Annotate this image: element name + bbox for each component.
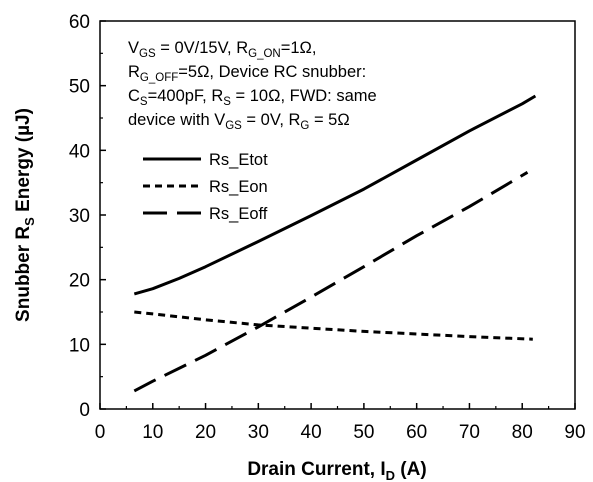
annotation-line-1: VGS = 0V/15V, RG_ON=1Ω, — [128, 39, 316, 60]
y-tick-label: 40 — [69, 141, 90, 162]
annotation-line-2: RG_OFF=5Ω, Device RC snubber: — [128, 63, 366, 84]
x-tick-label: 0 — [95, 422, 106, 443]
x-tick-label: 80 — [512, 422, 533, 443]
x-axis-title: Drain Current, ID (A) — [247, 459, 426, 482]
x-axis-ticks: 0 10 20 30 40 50 60 70 80 90 — [95, 403, 586, 443]
x-tick-label: 70 — [459, 422, 480, 443]
x-tick-label: 10 — [142, 422, 163, 443]
legend-label: Rs_Etot — [209, 151, 268, 169]
y-axis-title: Snubber RS Energy (µJ) — [13, 108, 37, 322]
conditions-annotation: VGS = 0V/15V, RG_ON=1Ω, RG_OFF=5Ω, Devic… — [128, 39, 377, 132]
legend: Rs_Etot Rs_Eon Rs_Eoff — [143, 151, 268, 223]
series-line-rs-etot — [133, 94, 537, 296]
series-line-rs-eon — [134, 310, 533, 341]
y-tick-label: 0 — [79, 400, 90, 421]
y-tick-label: 10 — [69, 335, 90, 356]
x-tick-label: 30 — [248, 422, 269, 443]
y-axis-ticks: 0 10 20 30 40 50 60 — [69, 12, 106, 421]
x-tick-label: 90 — [564, 422, 585, 443]
x-tick-label: 50 — [353, 422, 374, 443]
series-line-rs-eoff — [133, 171, 529, 393]
legend-label: Rs_Eon — [209, 178, 268, 196]
y-tick-label: 50 — [69, 77, 90, 98]
y-tick-label: 30 — [69, 206, 90, 227]
series-layer — [133, 94, 537, 393]
annotation-line-3: CS=400pF, RS = 10Ω, FWD: same — [128, 87, 377, 108]
x-tick-label: 60 — [406, 422, 427, 443]
x-tick-label: 40 — [301, 422, 322, 443]
legend-label: Rs_Eoff — [209, 205, 268, 223]
annotation-line-4: device with VGS = 0V, RG = 5Ω — [128, 111, 350, 132]
y-tick-label: 20 — [69, 271, 90, 292]
y-tick-label: 60 — [69, 12, 90, 33]
x-tick-label: 20 — [195, 422, 216, 443]
